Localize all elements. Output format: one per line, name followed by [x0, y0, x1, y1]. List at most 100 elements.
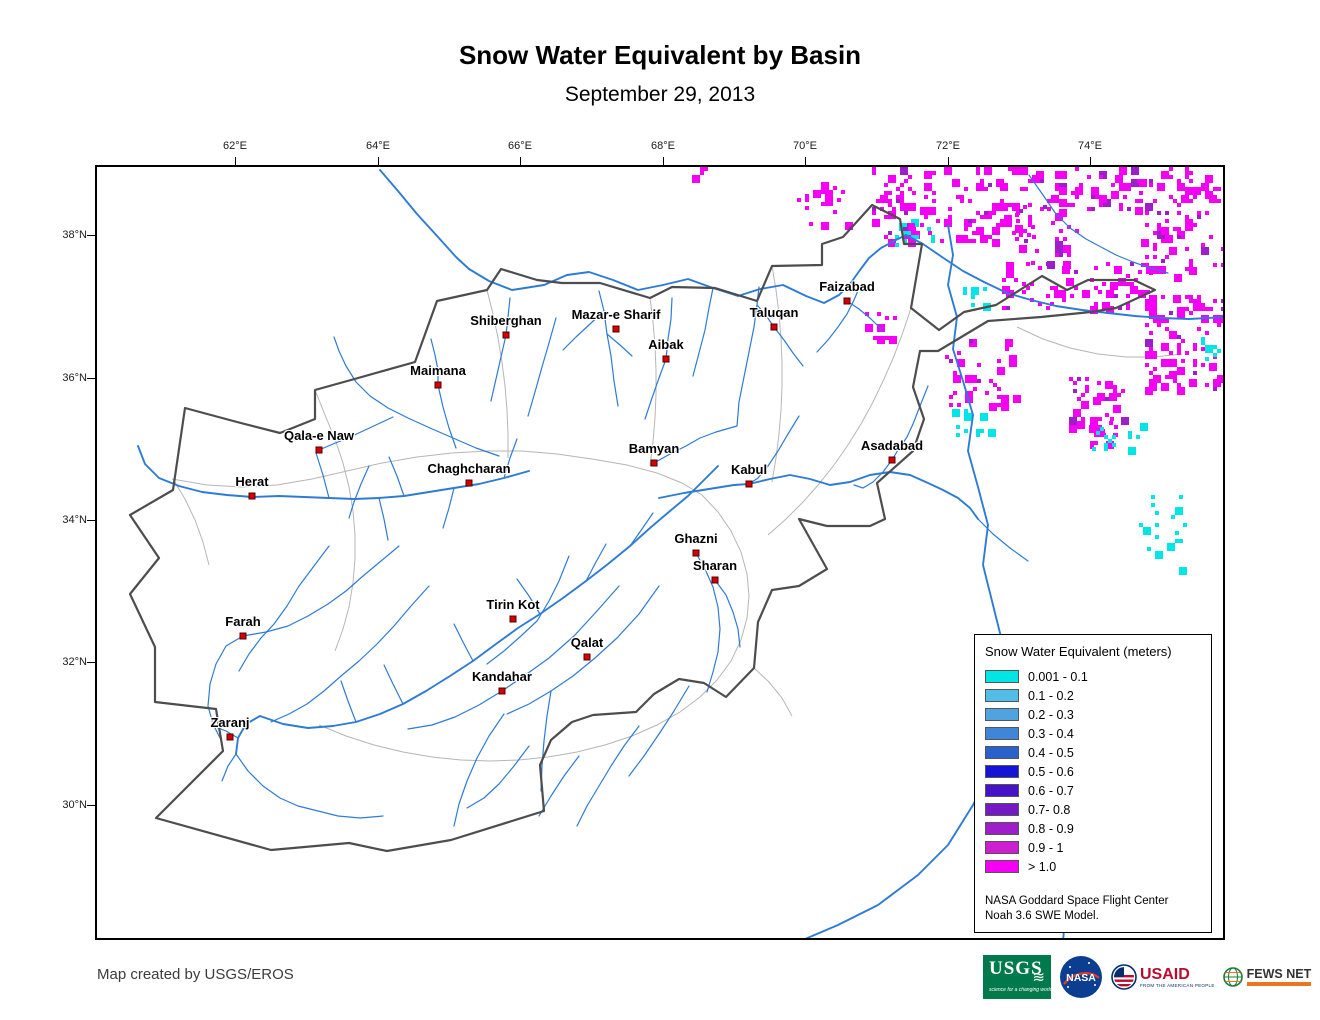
snow-pixel	[1106, 306, 1110, 310]
snow-pixel	[1106, 262, 1110, 266]
city-marker	[239, 632, 247, 640]
snow-pixel	[884, 235, 888, 239]
snow-pixel	[1155, 551, 1163, 559]
snow-pixel	[992, 227, 1000, 235]
snow-pixel	[696, 175, 700, 179]
snow-pixel	[1205, 345, 1213, 353]
snow-pixel	[965, 375, 973, 383]
snow-pixel	[872, 219, 880, 227]
snow-pixel	[980, 215, 984, 219]
snow-pixel	[1027, 233, 1031, 237]
snow-pixel	[903, 223, 907, 227]
snow-pixel	[1031, 225, 1035, 229]
usaid-seal-icon	[1111, 964, 1137, 990]
snow-pixel	[1165, 319, 1169, 323]
snow-pixel	[1177, 179, 1181, 183]
snow-pixel	[1177, 235, 1181, 239]
usaid-logo-text: USAID	[1140, 965, 1190, 983]
snow-pixel	[895, 235, 899, 239]
snow-pixel	[1139, 191, 1143, 195]
legend-entry: 0.6 - 0.7	[985, 781, 1201, 800]
lon-tick-label: 70°E	[793, 140, 817, 152]
river-line	[695, 552, 721, 693]
snow-pixel	[992, 211, 996, 215]
snow-pixel	[884, 183, 888, 187]
river-line	[576, 725, 640, 827]
snow-pixel	[865, 324, 873, 332]
snow-pixel	[1161, 231, 1165, 235]
river-line	[383, 664, 404, 705]
river-line	[538, 755, 580, 817]
snow-pixel	[912, 191, 916, 195]
snow-pixel	[1075, 195, 1079, 199]
snow-pixel	[1099, 175, 1103, 179]
city-marker	[498, 687, 506, 695]
snow-pixel	[1193, 187, 1201, 195]
map-frame: Faizabad Taluqan Mazar-e Sharif Shiberghan A…	[95, 165, 1225, 940]
snow-pixel	[1193, 223, 1197, 227]
snow-pixel	[1165, 375, 1169, 379]
snow-pixel	[1110, 417, 1114, 421]
river-line	[137, 445, 530, 500]
snow-pixel	[1161, 343, 1169, 351]
snow-pixel	[1138, 290, 1146, 298]
snow-pixel	[1189, 259, 1193, 263]
snow-pixel	[971, 295, 975, 299]
usgs-logo-text: USGS	[989, 958, 1043, 979]
snow-pixel	[1155, 523, 1159, 527]
snow-pixel	[1209, 235, 1213, 239]
snow-pixel	[1145, 203, 1153, 211]
snow-pixel	[1189, 267, 1197, 275]
snow-pixel	[1153, 367, 1157, 371]
snow-pixel	[993, 383, 997, 387]
basin-boundary-line	[318, 494, 750, 762]
snow-pixel	[1047, 261, 1055, 269]
snow-pixel	[1001, 403, 1009, 411]
snow-pixel	[997, 387, 1001, 391]
city-label: Bamyan	[628, 441, 680, 456]
snow-pixel	[989, 403, 997, 411]
snow-pixel	[983, 287, 987, 291]
snow-pixel	[964, 413, 968, 417]
snow-pixel	[865, 312, 869, 316]
legend-entry-label: 0.3 - 0.4	[1028, 726, 1074, 741]
snow-pixel	[1181, 359, 1185, 363]
snow-pixel	[892, 207, 896, 211]
legend-source: NASA Goddard Space Flight Center Noah 3.…	[985, 894, 1201, 924]
snow-pixel	[1177, 227, 1181, 231]
snow-pixel	[1081, 401, 1089, 409]
snow-pixel	[1085, 385, 1089, 389]
snow-pixel	[1099, 203, 1103, 207]
snow-pixel	[948, 207, 952, 211]
snow-pixel	[1149, 179, 1153, 183]
snow-pixel	[1055, 241, 1063, 249]
snow-pixel	[1177, 211, 1181, 215]
snow-pixel	[1177, 387, 1185, 395]
snow-pixel	[1221, 299, 1223, 303]
map-credit: Map created by USGS/EROS	[97, 966, 294, 983]
river-line	[846, 300, 883, 331]
snow-pixel	[893, 316, 897, 320]
snow-pixel	[927, 227, 931, 231]
snow-pixel	[931, 239, 935, 243]
snow-pixel	[1147, 547, 1151, 551]
snow-pixel	[1010, 270, 1014, 274]
snow-pixel	[805, 198, 809, 202]
legend-entry: 0.001 - 0.1	[985, 667, 1201, 686]
snow-pixel	[976, 183, 984, 191]
snow-pixel	[1165, 211, 1169, 215]
snow-pixel	[1189, 179, 1193, 183]
snow-pixel	[1069, 417, 1077, 425]
snow-pixel	[973, 379, 977, 383]
snow-pixel	[1201, 337, 1205, 341]
snow-pixel	[1002, 278, 1006, 282]
snow-pixel	[924, 195, 928, 199]
snow-pixel	[1104, 443, 1108, 447]
page-title: Snow Water Equivalent by Basin	[458, 40, 862, 70]
snow-pixel	[1173, 359, 1177, 363]
river-line	[221, 753, 237, 782]
snow-pixel	[957, 351, 961, 355]
river-line	[333, 336, 500, 457]
snow-pixel	[1059, 209, 1067, 217]
city-label: Shiberghan	[470, 313, 542, 328]
